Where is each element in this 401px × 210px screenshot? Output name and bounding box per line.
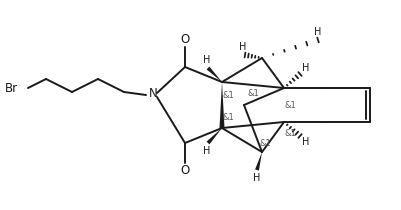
Text: H: H [203, 55, 210, 65]
Text: N: N [148, 87, 157, 100]
Text: H: H [314, 27, 321, 37]
Text: H: H [203, 146, 210, 156]
Text: H: H [302, 63, 309, 73]
Text: O: O [180, 33, 189, 46]
Polygon shape [219, 82, 224, 128]
Text: Br: Br [5, 81, 18, 94]
Text: O: O [180, 164, 189, 177]
Text: &1: &1 [284, 101, 295, 109]
Text: &1: &1 [247, 88, 258, 97]
Polygon shape [255, 152, 261, 171]
Text: &1: &1 [222, 113, 233, 122]
Polygon shape [206, 67, 221, 82]
Text: H: H [302, 137, 309, 147]
Text: &1: &1 [222, 91, 233, 100]
Polygon shape [206, 128, 221, 144]
Text: H: H [253, 173, 260, 183]
Text: &1: &1 [284, 129, 295, 138]
Text: &1: &1 [259, 139, 270, 147]
Text: H: H [239, 42, 246, 52]
